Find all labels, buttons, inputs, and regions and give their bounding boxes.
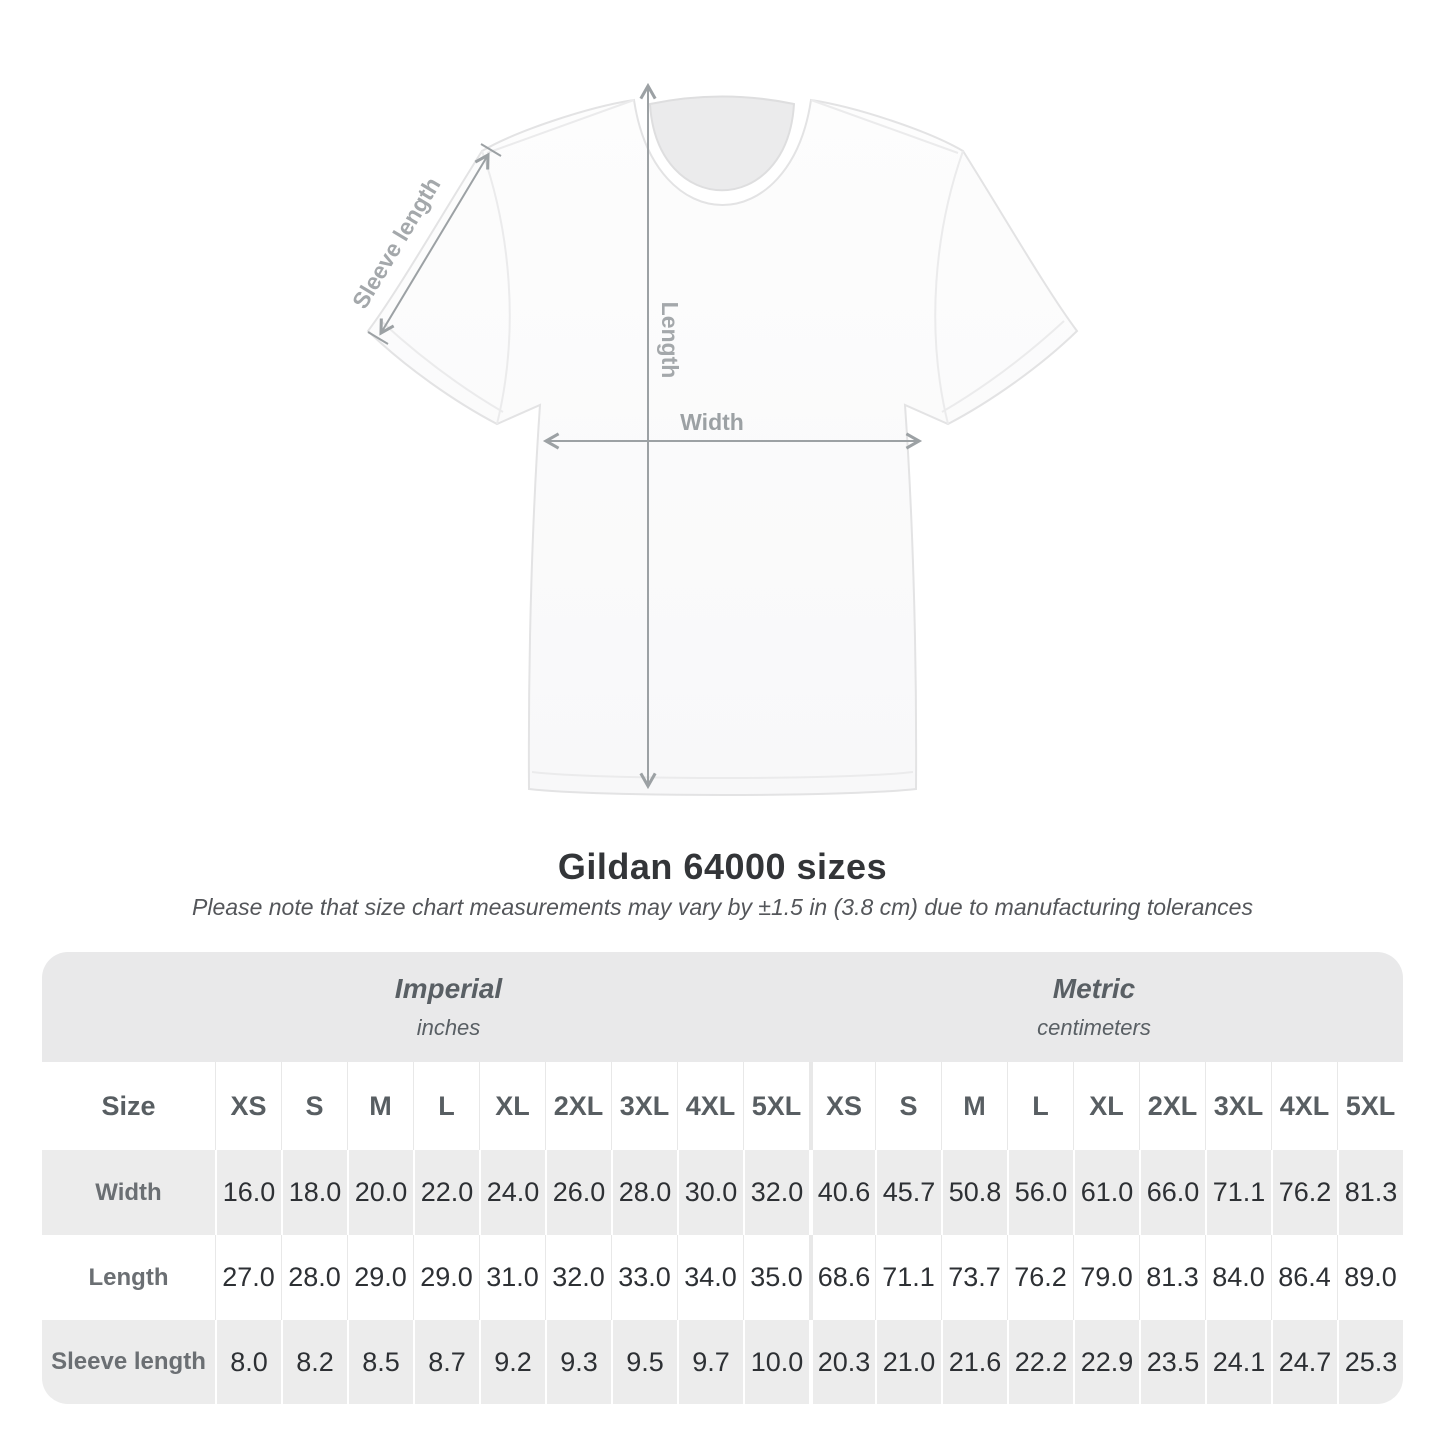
value-cell: 32.0 — [743, 1150, 809, 1235]
value-cell: 76.2 — [1271, 1150, 1337, 1235]
value-cell: 18.0 — [281, 1150, 347, 1235]
value-cell: 45.7 — [875, 1150, 941, 1235]
row-label: Width — [95, 1178, 162, 1206]
value-cell: 28.0 — [611, 1150, 677, 1235]
value-cell: 84.0 — [1205, 1235, 1271, 1320]
page-subtitle: Please note that size chart measurements… — [192, 894, 1253, 920]
imperial-section-header: Imperial inches — [42, 952, 809, 1062]
value-cell: 89.0 — [1337, 1235, 1403, 1320]
table-row-width: Width 16.0 18.0 20.0 22.0 24.0 26.0 28.0… — [42, 1150, 1403, 1235]
size-header-cell: L — [1007, 1062, 1073, 1150]
value-cell: 86.4 — [1271, 1235, 1337, 1320]
value-cell: 25.3 — [1337, 1320, 1403, 1404]
value-cell: 29.0 — [347, 1235, 413, 1320]
width-label: Width — [680, 409, 744, 435]
size-header-cell: XS — [809, 1062, 875, 1150]
size-header-cell: 3XL — [611, 1062, 677, 1150]
size-header-row: Size XS S M L XL 2XL 3XL 4XL 5XL XS S M … — [42, 1062, 1403, 1150]
value-cell: 9.3 — [545, 1320, 611, 1404]
value-cell: 21.0 — [875, 1320, 941, 1404]
value-cell: 29.0 — [413, 1235, 479, 1320]
value-cell: 27.0 — [215, 1235, 281, 1320]
value-cell: 50.8 — [941, 1150, 1007, 1235]
size-header-cell: 4XL — [1271, 1062, 1337, 1150]
imperial-label: Imperial — [394, 973, 503, 1004]
tshirt-graphic — [366, 98, 1079, 796]
sleeve-tick-bottom — [367, 331, 389, 345]
size-header-cell: XL — [1073, 1062, 1139, 1150]
value-cell: 8.5 — [347, 1320, 413, 1404]
row-label: Length — [88, 1263, 169, 1291]
metric-label: Metric — [1052, 973, 1136, 1004]
size-header-cell: S — [281, 1062, 347, 1150]
size-header-cell: XS — [215, 1062, 281, 1150]
value-cell: 24.7 — [1271, 1320, 1337, 1404]
value-cell: 21.6 — [941, 1320, 1007, 1404]
value-cell: 81.3 — [1337, 1150, 1403, 1235]
table-row-sleeve-length: Sleeve length 8.0 8.2 8.5 8.7 9.2 9.3 9.… — [42, 1320, 1403, 1404]
value-cell: 22.2 — [1007, 1320, 1073, 1404]
size-header-cell: S — [875, 1062, 941, 1150]
collar-opening-icon — [648, 95, 796, 192]
size-header-cell: M — [347, 1062, 413, 1150]
value-cell: 79.0 — [1073, 1235, 1139, 1320]
value-cell: 61.0 — [1073, 1150, 1139, 1235]
sleeve-tick-top — [480, 143, 502, 157]
metric-section-header: Metric centimeters — [809, 952, 1403, 1062]
value-cell: 71.1 — [1205, 1150, 1271, 1235]
value-cell: 16.0 — [215, 1150, 281, 1235]
row-label: Sleeve length — [51, 1348, 206, 1375]
value-cell: 8.2 — [281, 1320, 347, 1404]
value-cell: 73.7 — [941, 1235, 1007, 1320]
size-header-cell: 2XL — [545, 1062, 611, 1150]
size-header-cell: 4XL — [677, 1062, 743, 1150]
sleeve-arrow — [379, 152, 490, 336]
size-table: Imperial inches Metric centimeters Size … — [42, 952, 1403, 1404]
value-cell: 24.1 — [1205, 1320, 1271, 1404]
value-cell: 32.0 — [545, 1235, 611, 1320]
value-cell: 22.9 — [1073, 1320, 1139, 1404]
value-cell: 28.0 — [281, 1235, 347, 1320]
value-cell: 31.0 — [479, 1235, 545, 1320]
size-header-cell: 5XL — [743, 1062, 809, 1150]
metric-unit: centimeters — [1037, 1015, 1151, 1040]
value-cell: 66.0 — [1139, 1150, 1205, 1235]
value-cell: 30.0 — [677, 1150, 743, 1235]
value-cell: 35.0 — [743, 1235, 809, 1320]
value-cell: 8.7 — [413, 1320, 479, 1404]
value-cell: 20.0 — [347, 1150, 413, 1235]
value-cell: 26.0 — [545, 1150, 611, 1235]
size-header-cell: 3XL — [1205, 1062, 1271, 1150]
value-cell: 10.0 — [743, 1320, 809, 1404]
size-header-cell: L — [413, 1062, 479, 1150]
value-cell: 24.0 — [479, 1150, 545, 1235]
size-header-cell: 2XL — [1139, 1062, 1205, 1150]
value-cell: 9.2 — [479, 1320, 545, 1404]
tshirt-diagram: Sleeve length Length Width — [347, 82, 1079, 796]
table-row-length: Length 27.0 28.0 29.0 29.0 31.0 32.0 33.… — [42, 1235, 1403, 1320]
value-cell: 71.1 — [875, 1235, 941, 1320]
value-cell: 34.0 — [677, 1235, 743, 1320]
value-cell: 20.3 — [809, 1320, 875, 1404]
value-cell: 56.0 — [1007, 1150, 1073, 1235]
value-cell: 40.6 — [809, 1150, 875, 1235]
size-header-cell: M — [941, 1062, 1007, 1150]
size-col-header: Size — [101, 1090, 156, 1121]
value-cell: 8.0 — [215, 1320, 281, 1404]
size-header-cell: XL — [479, 1062, 545, 1150]
value-cell: 22.0 — [413, 1150, 479, 1235]
value-cell: 9.7 — [677, 1320, 743, 1404]
unit-header-band: Imperial inches Metric centimeters — [42, 952, 1403, 1062]
length-label: Length — [657, 302, 683, 379]
value-cell: 33.0 — [611, 1235, 677, 1320]
imperial-unit: inches — [416, 1015, 481, 1040]
value-cell: 9.5 — [611, 1320, 677, 1404]
size-header-cell: 5XL — [1337, 1062, 1403, 1150]
value-cell: 23.5 — [1139, 1320, 1205, 1404]
value-cell: 81.3 — [1139, 1235, 1205, 1320]
page-title: Gildan 64000 sizes — [557, 846, 888, 887]
value-cell: 76.2 — [1007, 1235, 1073, 1320]
value-cell: 68.6 — [809, 1235, 875, 1320]
